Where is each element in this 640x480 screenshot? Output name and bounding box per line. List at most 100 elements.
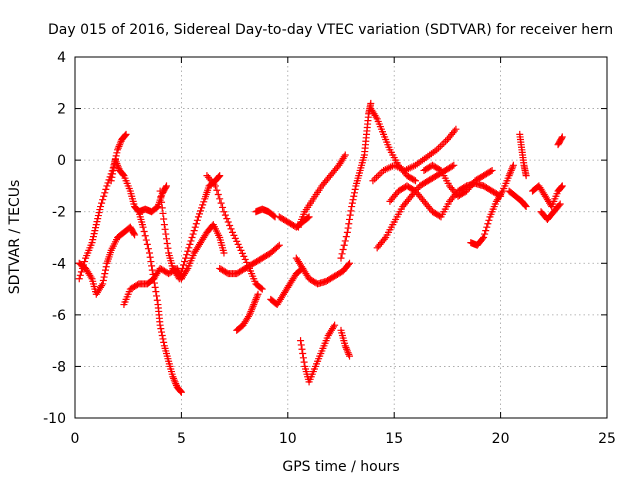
data-point-marker: [194, 213, 202, 221]
data-point-marker: [250, 299, 258, 307]
data-point-marker: [257, 284, 265, 292]
data-point-marker: [112, 152, 120, 160]
data-point-marker: [346, 211, 354, 219]
data-point-marker: [171, 378, 179, 386]
data-point-marker: [219, 203, 227, 211]
data-point-marker: [149, 270, 157, 278]
data-point-marker: [258, 285, 266, 293]
data-point-marker: [111, 156, 119, 164]
data-point-marker: [109, 170, 117, 178]
data-point-marker: [197, 207, 205, 215]
data-point-marker: [347, 207, 355, 215]
data-point-marker: [340, 153, 348, 161]
data-point-marker: [183, 251, 191, 259]
data-point-marker: [230, 231, 238, 239]
data-point-marker: [521, 201, 529, 209]
data-point-marker: [341, 342, 349, 350]
data-point-marker: [297, 341, 305, 349]
data-point-marker: [481, 230, 489, 238]
data-point-marker: [183, 266, 191, 274]
data-point-marker: [170, 376, 178, 384]
data-point-marker: [343, 347, 351, 355]
data-point-marker: [101, 189, 109, 197]
data-point-marker: [346, 215, 354, 223]
data-point-marker: [270, 212, 278, 220]
data-point-marker: [102, 263, 110, 271]
data-point-marker: [146, 253, 154, 261]
data-point-marker: [89, 236, 97, 244]
data-point-marker: [213, 186, 221, 194]
data-point-marker: [190, 227, 198, 235]
data-point-marker: [169, 373, 177, 381]
data-point-marker: [189, 230, 197, 238]
data-point-marker: [338, 250, 346, 258]
data-point-marker: [215, 172, 223, 180]
data-point-marker: [143, 240, 151, 248]
data-point-marker: [226, 221, 234, 229]
data-point-marker: [342, 344, 350, 352]
data-point-marker: [450, 161, 458, 169]
data-point-marker: [101, 270, 109, 278]
x-tick-label: 5: [177, 431, 186, 447]
data-point-marker: [158, 331, 166, 339]
data-point-marker: [558, 134, 566, 142]
data-point-marker: [556, 200, 564, 208]
data-point-marker: [153, 296, 161, 304]
data-point-marker: [151, 283, 159, 291]
data-point-marker: [228, 228, 236, 236]
data-point-marker: [102, 266, 110, 274]
data-point-marker: [555, 201, 563, 209]
data-point-marker: [145, 249, 153, 257]
data-point-marker: [92, 224, 100, 232]
data-point-marker: [343, 228, 351, 236]
data-point-marker: [507, 168, 515, 176]
data-point-marker: [410, 176, 418, 184]
data-point-marker: [240, 252, 248, 260]
data-point-marker: [114, 163, 122, 171]
data-point-marker: [411, 177, 419, 185]
data-point-marker: [237, 246, 245, 254]
data-point-marker: [522, 172, 530, 180]
data-point-marker: [147, 258, 155, 266]
data-point-marker: [558, 182, 566, 190]
data-point-marker: [233, 237, 241, 245]
data-point-marker: [480, 234, 488, 241]
data-point-marker: [87, 273, 95, 281]
data-point-marker: [488, 166, 496, 174]
data-point-marker: [200, 198, 208, 206]
data-point-marker: [506, 170, 514, 178]
data-point-marker: [249, 302, 257, 310]
data-point-marker: [345, 220, 353, 228]
data-point-marker: [246, 309, 254, 317]
data-point-marker: [177, 388, 185, 396]
data-point-marker: [299, 350, 307, 358]
data-point-marker: [181, 258, 189, 266]
data-point-marker: [300, 358, 308, 366]
data-point-marker: [109, 166, 117, 174]
x-tick-label: 10: [279, 431, 297, 447]
data-point-marker: [94, 215, 102, 223]
data-point-marker: [95, 209, 103, 217]
x-tick-label: 0: [71, 431, 80, 447]
data-point-marker: [248, 306, 256, 314]
data-point-marker: [350, 189, 358, 197]
data-point-marker: [505, 172, 513, 180]
data-point-marker: [220, 249, 228, 257]
data-point-marker: [253, 292, 261, 300]
data-point-marker: [558, 183, 566, 191]
data-point-marker: [160, 338, 168, 346]
data-point-marker: [509, 161, 517, 169]
data-point-marker: [234, 240, 242, 248]
data-point-marker: [99, 276, 107, 284]
data-point-marker: [238, 249, 246, 257]
y-tick-label: -4: [52, 256, 66, 272]
data-point-marker: [482, 227, 490, 235]
data-point-marker: [141, 232, 149, 240]
data-point-marker: [90, 230, 98, 238]
data-point-marker: [187, 237, 195, 245]
data-point-marker: [114, 161, 122, 169]
data-point-marker: [102, 185, 110, 193]
data-point-marker: [341, 151, 349, 159]
